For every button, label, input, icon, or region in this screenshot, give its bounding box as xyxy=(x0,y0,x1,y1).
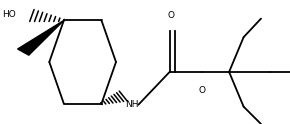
Text: NH: NH xyxy=(125,100,138,109)
Text: O: O xyxy=(168,11,175,20)
Text: HO: HO xyxy=(2,10,16,19)
Text: O: O xyxy=(198,86,205,95)
Polygon shape xyxy=(18,20,64,55)
